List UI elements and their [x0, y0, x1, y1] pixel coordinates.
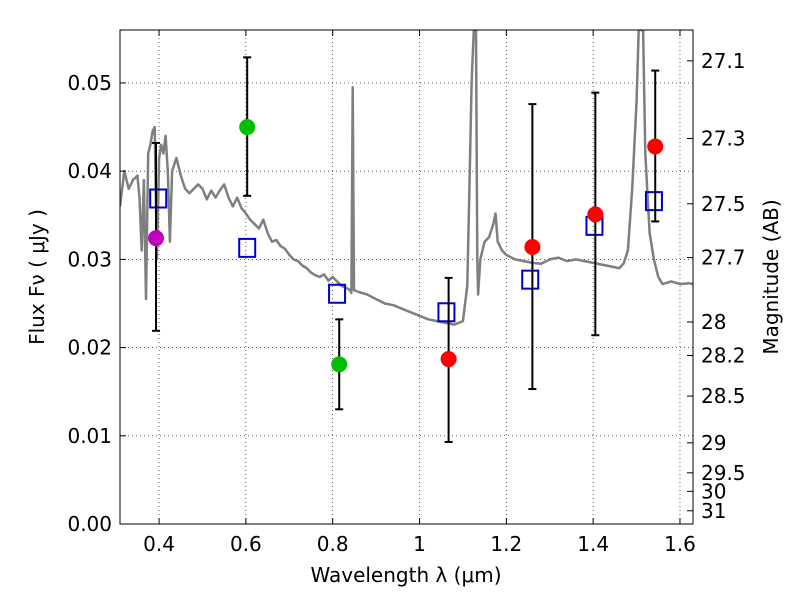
y2-tick-label: 27.3: [701, 127, 746, 151]
y2-tick-label: 27.1: [701, 49, 746, 73]
y-axis-title: Flux Fν ( μJy ): [25, 209, 49, 345]
x-tick-label: 1.4: [577, 532, 609, 556]
model-photometry-marker: [437, 302, 456, 323]
x-tick-label: 0.8: [317, 532, 349, 556]
y2-tick-label: 28.2: [701, 344, 746, 368]
observed-flux-point: [587, 206, 604, 223]
x-axis-ticks: 0.4 0.6 0.8 1 1.2 1.4 1.6: [143, 30, 696, 556]
observed-flux-point: [239, 119, 256, 136]
y-tick-label: 0.01: [67, 424, 112, 448]
observed-photometry-layer: [148, 56, 664, 443]
y2-axis-title: Magnitude (AB): [759, 199, 783, 354]
y2-tick-label: 29.5: [701, 461, 746, 485]
y2-tick-label: 30: [701, 479, 726, 503]
y2-tick-label: 28: [701, 310, 726, 334]
y2-tick-label: 28.5: [701, 384, 746, 408]
y-axis-ticks: 0.00 0.01 0.02 0.03 0.04 0.05: [67, 71, 126, 536]
plot-frame: [119, 29, 694, 525]
model-photometry-marker: [238, 237, 257, 258]
x-tick-label: 1: [413, 532, 426, 556]
model-photometry-marker: [521, 269, 540, 290]
model-photometry-marker: [328, 283, 347, 304]
x-tick-label: 1.6: [664, 532, 696, 556]
observed-flux-point: [524, 239, 541, 256]
observed-flux-point: [331, 356, 348, 373]
model-photometry-marker: [149, 188, 168, 209]
y-tick-label: 0.02: [67, 336, 112, 360]
x-tick-label: 0.4: [143, 532, 175, 556]
x-tick-label: 0.6: [230, 532, 262, 556]
observed-flux-point: [148, 230, 165, 247]
y-tick-label: 0.00: [67, 512, 112, 536]
y-tick-label: 0.03: [67, 247, 112, 271]
x-tick-label: 1.2: [490, 532, 522, 556]
y2-tick-label: 29: [701, 431, 726, 455]
y2-tick-label: 31: [701, 499, 726, 523]
y2-tick-label: 27.7: [701, 246, 746, 270]
model-photometry-marker: [644, 191, 663, 212]
x-axis-title: Wavelength λ (μm): [310, 563, 501, 587]
model-photometry-layer: [149, 188, 663, 323]
observed-flux-point: [647, 138, 664, 155]
y2-tick-label: 27.5: [701, 192, 746, 216]
y-tick-label: 0.04: [67, 159, 112, 183]
y-tick-label: 0.05: [67, 71, 112, 95]
observed-flux-point: [440, 351, 457, 368]
